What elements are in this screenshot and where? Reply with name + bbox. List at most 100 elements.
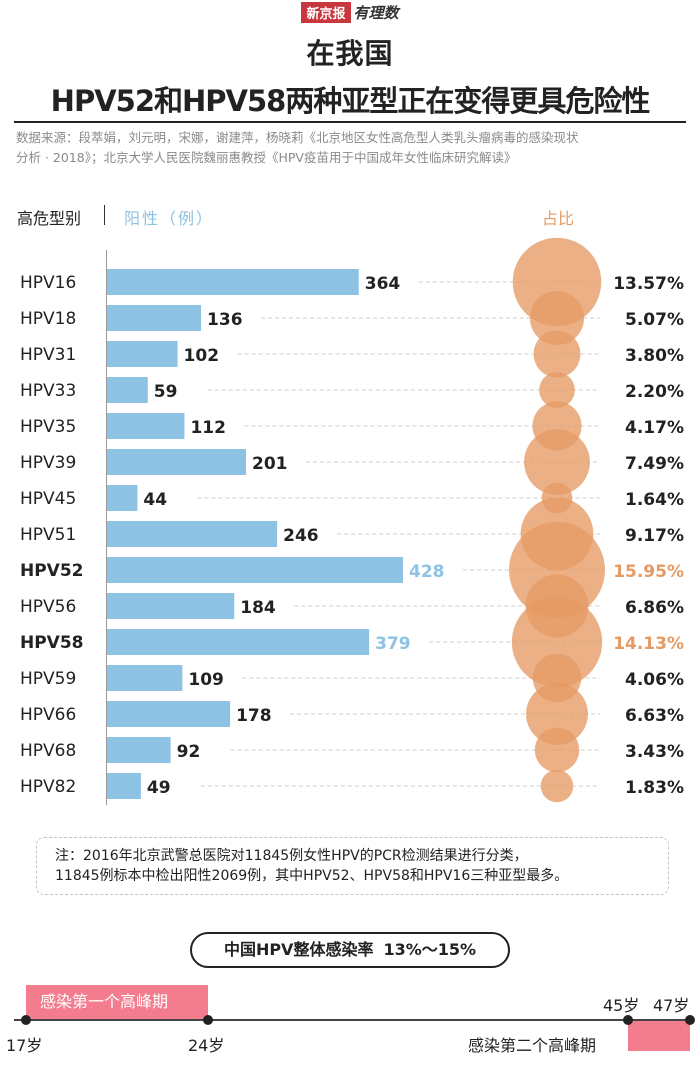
category-label-hpv51: HPV51 [20,525,76,545]
value-label-hpv35: 112 [190,418,226,438]
bar-hpv33 [107,377,148,403]
category-label-hpv68: HPV68 [20,741,76,761]
column-header-percent: 占比 [542,209,575,228]
bar-hpv68 [107,737,171,763]
category-label-hpv56: HPV56 [20,597,76,617]
category-label-hpv66: HPV66 [20,705,76,725]
bar-hpv82 [107,773,141,799]
label-group: HPV16 364 13.57% HPV18 136 5.07% HPV31 102 3.80%… [20,273,684,798]
value-label-hpv66: 178 [236,706,271,726]
age-label-24: 24岁 [188,1036,225,1055]
value-label-hpv18: 136 [207,310,243,330]
first-peak-band: 感染第一个高峰期 [26,985,208,1019]
category-label-hpv52: HPV52 [20,561,84,581]
timeline-axis [14,1019,690,1021]
infection-rate-pill: 中国HPV整体感染率 13%～15% [190,932,510,968]
infection-rate-label: 中国HPV整体感染率 [223,940,374,959]
category-label-hpv59: HPV59 [20,669,76,689]
percent-label-hpv33: 2.20% [625,382,684,402]
bar-hpv39 [107,449,247,475]
category-label-hpv31: HPV31 [20,345,76,365]
category-label-hpv33: HPV33 [20,381,76,401]
bubble-hpv18 [529,290,585,346]
bar-hpv66 [107,701,231,727]
timeline-dot-17 [21,1015,31,1025]
value-label-hpv33: 59 [154,382,178,402]
second-peak-band [628,1019,690,1051]
value-label-hpv58: 379 [375,634,411,654]
category-label-hpv35: HPV35 [20,417,76,437]
bubble-hpv58 [511,596,603,688]
bar-hpv56 [107,593,235,619]
chart-axis-line [106,250,107,805]
percent-label-hpv39: 7.49% [625,454,684,474]
column-header-separator [104,205,105,225]
timeline-dot-47 [685,1015,695,1025]
bar-hpv18 [107,305,202,331]
bar-hpv35 [107,413,185,439]
source-line-2: 分析 · 2018》；北京大学人民医院魏丽惠教授《HPV疫苗用于中国成年女性临床… [16,150,517,165]
value-label-hpv16: 364 [365,274,401,294]
age-label-47: 47岁 [653,996,690,1015]
percent-label-hpv59: 4.06% [625,670,684,690]
bubble-hpv31 [533,330,581,378]
bubble-hpv68 [534,727,580,773]
category-label-hpv18: HPV18 [20,309,76,329]
brand-logo: 新京报 有理数 [0,2,700,23]
column-header-positive: 阳性（例） [124,209,215,228]
column-header-type: 高危型别 [17,209,82,228]
percent-label-hpv66: 6.63% [625,706,684,726]
category-label-hpv58: HPV58 [20,633,84,653]
value-label-hpv31: 102 [184,346,220,366]
first-peak-label: 感染第一个高峰期 [40,992,169,1011]
value-label-hpv52: 428 [409,562,445,582]
category-label-hpv16: HPV16 [20,273,76,293]
bar-group [107,269,403,799]
category-label-hpv39: HPV39 [20,453,76,473]
title-divider [14,121,686,123]
title-line-2: HPV52和HPV58两种亚型正在变得更具危险性 [50,84,651,118]
bar-hpv45 [107,485,138,511]
note-box: 注：2016年北京武警总医院对11845例女性HPV的PCR检测结果进行分类， … [36,837,669,895]
percent-label-hpv68: 3.43% [625,742,684,762]
second-peak-label: 感染第二个高峰期 [468,1036,597,1055]
data-source: 数据来源：段萃娟，刘元明，宋娜，谢建萍，杨晓莉《北京地区女性高危型人类乳头瘤病毒… [16,128,686,168]
value-label-hpv56: 184 [240,598,276,618]
percent-label-hpv31: 3.80% [625,346,684,366]
hpv-chart: HPV16 364 13.57% HPV18 136 5.07% HPV31 102 3.80%… [20,237,684,803]
brand-name: 新京报 [301,2,351,23]
value-label-hpv45: 44 [143,490,167,510]
percent-label-hpv16: 13.57% [613,274,684,294]
age-label-45: 45岁 [603,996,640,1015]
category-label-hpv45: HPV45 [20,489,76,509]
bubble-hpv39 [524,429,590,495]
percent-label-hpv52: 15.95% [613,562,684,582]
bubble-hpv66 [526,683,588,745]
note-line-1: 注：2016年北京武警总医院对11845例女性HPV的PCR检测结果进行分类， [55,848,528,864]
note-line-2: 11845例标本中检出阳性2069例，其中HPV52、HPV58和HPV16三种… [55,868,569,884]
brand-sub: 有理数 [353,4,399,22]
value-label-hpv82: 49 [147,778,171,798]
percent-label-hpv82: 1.83% [625,778,684,798]
bar-hpv16 [107,269,359,295]
bubble-hpv82 [540,769,574,803]
bar-hpv52 [107,557,403,583]
timeline-dot-24 [203,1015,213,1025]
title-line-1: 在我国 [306,37,394,70]
category-label-hpv82: HPV82 [20,777,76,797]
bar-hpv31 [107,341,178,367]
value-label-hpv59: 109 [188,670,224,690]
bar-hpv59 [107,665,183,691]
timeline-dot-45 [623,1015,633,1025]
bubble-hpv33 [539,372,575,408]
value-label-hpv39: 201 [252,454,288,474]
bubble-group [509,237,605,803]
bar-hpv58 [107,629,370,655]
percent-label-hpv18: 5.07% [625,310,684,330]
percent-label-hpv58: 14.13% [613,634,684,654]
source-line-1: 数据来源：段萃娟，刘元明，宋娜，谢建萍，杨晓莉《北京地区女性高危型人类乳头瘤病毒… [16,130,579,145]
value-label-hpv68: 92 [177,742,201,762]
percent-label-hpv56: 6.86% [625,598,684,618]
bar-hpv51 [107,521,278,547]
value-label-hpv51: 246 [283,526,319,546]
